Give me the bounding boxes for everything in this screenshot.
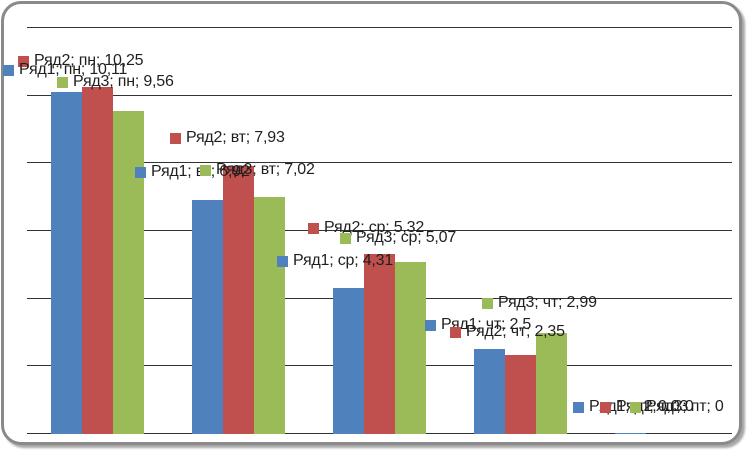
bar-Ряд3-вт — [254, 196, 286, 434]
bar-Ряд2-пн — [81, 87, 114, 434]
chart-frame — [1, 1, 742, 445]
bar-Ряд2-вт — [222, 165, 255, 434]
bar-Ряд1-вт — [191, 199, 223, 434]
plot-area — [27, 27, 732, 434]
bar-Ряд2-ср — [363, 254, 396, 434]
bar-Ряд1-ср — [332, 288, 364, 434]
gridline — [27, 230, 732, 231]
bar-Ряд3-ср — [395, 262, 427, 434]
bar-Ряд1-чт — [473, 349, 505, 434]
gridline — [27, 94, 732, 96]
bar-Ряд1-пн — [50, 91, 82, 434]
bar-Ряд1-пт — [614, 433, 646, 434]
gridline — [27, 162, 732, 164]
bar-Ряд2-чт — [504, 354, 537, 434]
bar-Ряд3-чт — [536, 332, 568, 434]
bar-Ряд3-пн — [113, 110, 145, 434]
gridline — [27, 27, 732, 28]
